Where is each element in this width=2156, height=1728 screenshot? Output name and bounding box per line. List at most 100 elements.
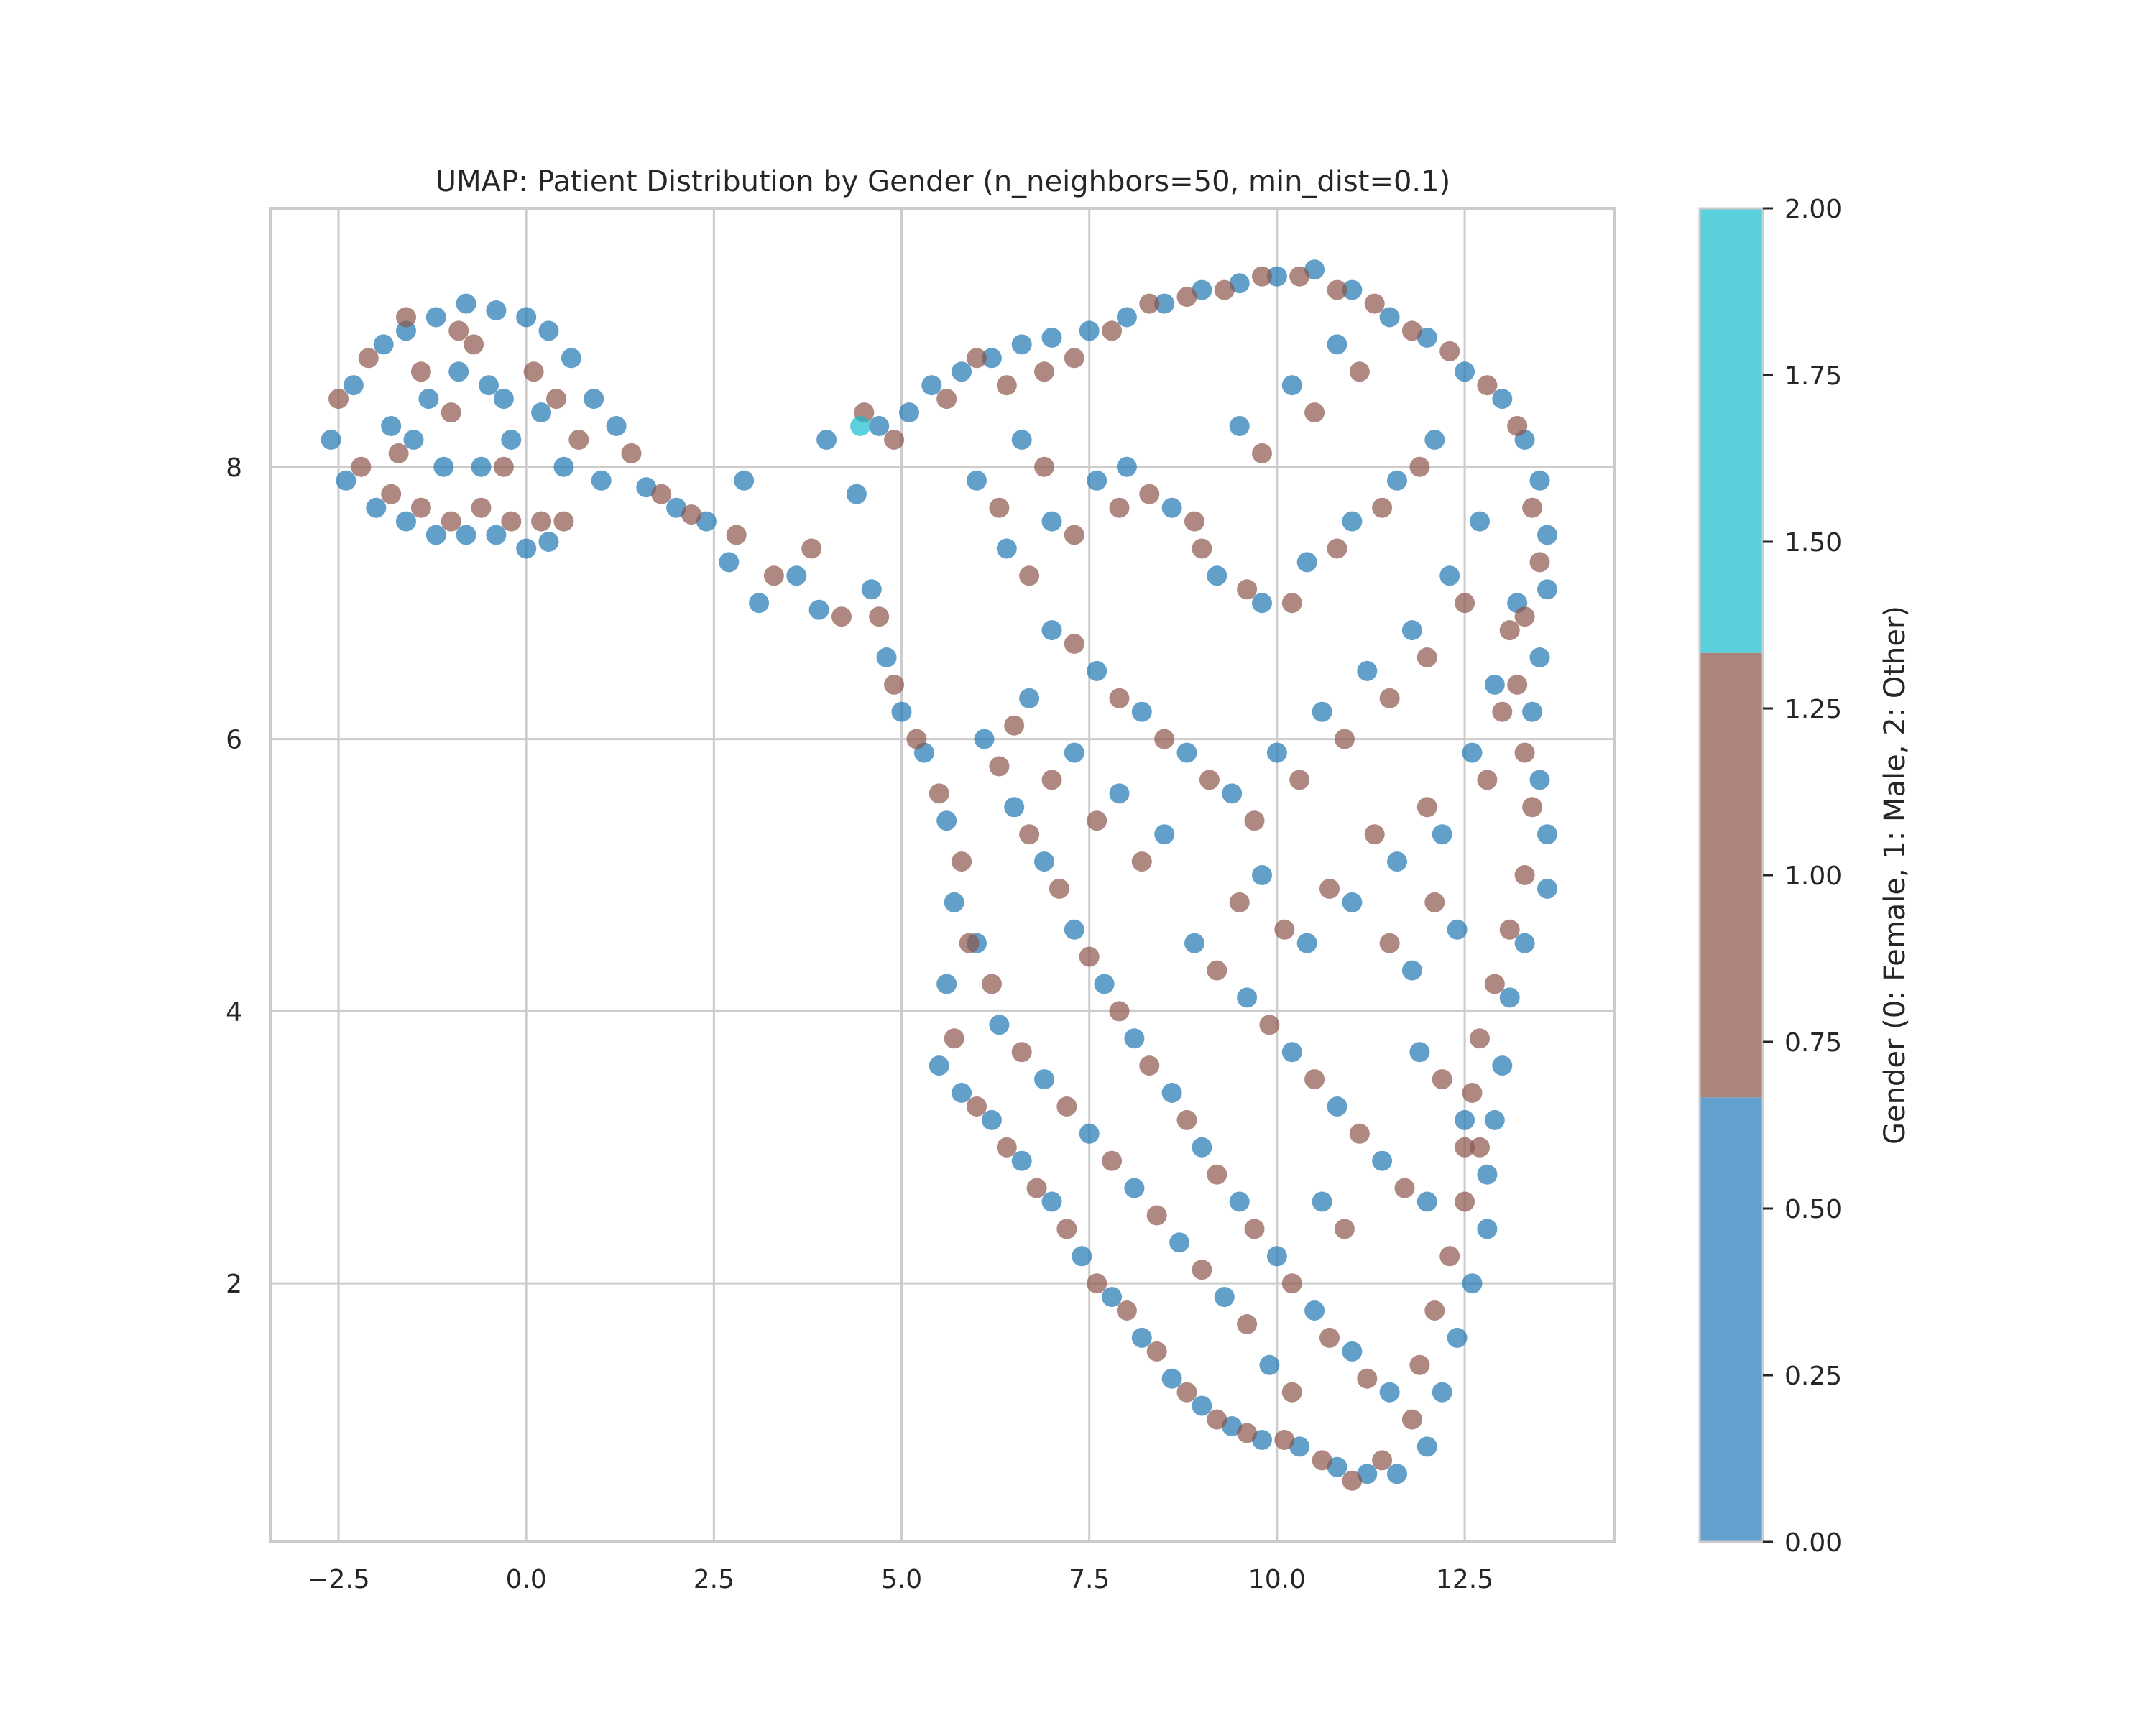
data-point-gender-0: [1357, 1464, 1378, 1484]
data-point-gender-0: [1529, 470, 1550, 491]
data-point-gender-1: [989, 756, 1010, 777]
data-point-gender-0: [1387, 851, 1407, 872]
data-point-gender-0: [1011, 430, 1032, 450]
data-point-gender-0: [493, 389, 514, 410]
data-point-gender-0: [666, 497, 687, 518]
data-point-gender-0: [1004, 797, 1025, 818]
data-point-gender-0: [974, 729, 995, 749]
data-point-gender-1: [1274, 1430, 1295, 1450]
colorbar-tick-label: 1.25: [1784, 695, 1842, 724]
data-point-gender-1: [1146, 1205, 1167, 1226]
data-point-gender-1: [1064, 525, 1084, 545]
data-point-gender-0: [561, 348, 581, 369]
data-point-gender-1: [726, 525, 747, 545]
data-point-gender-1: [1034, 361, 1054, 382]
data-point-gender-1: [1499, 919, 1520, 940]
data-point-gender-0: [1416, 1436, 1437, 1457]
data-point-gender-0: [1131, 1327, 1152, 1348]
data-point-gender-1: [1514, 865, 1535, 885]
scatter-points: [321, 259, 1557, 1491]
data-point-gender-1: [1514, 606, 1535, 627]
data-point-gender-0: [516, 538, 537, 559]
data-point-gender-1: [981, 974, 1002, 994]
data-point-gender-0: [929, 1055, 949, 1076]
data-point-gender-0: [1222, 783, 1243, 804]
data-point-gender-0: [1079, 1123, 1100, 1144]
data-point-gender-0: [1266, 742, 1287, 763]
data-point-gender-0: [891, 701, 912, 722]
data-point-gender-1: [1184, 511, 1204, 532]
data-point-gender-1: [831, 606, 852, 627]
data-point-gender-1: [1026, 1178, 1047, 1198]
data-point-gender-0: [1372, 1150, 1393, 1171]
data-point-gender-1: [1432, 1069, 1452, 1090]
colorbar-label: Gender (0: Female, 1: Male, 2: Other): [1879, 606, 1912, 1145]
data-point-gender-0: [1161, 1083, 1182, 1103]
data-point-gender-1: [884, 674, 905, 695]
data-point-gender-1: [1379, 933, 1400, 953]
colorbar-tick-label: 0.75: [1784, 1028, 1842, 1058]
data-point-gender-0: [516, 307, 537, 328]
data-point-gender-1: [1109, 688, 1130, 708]
data-point-gender-1: [1349, 361, 1370, 382]
data-point-gender-0: [989, 1015, 1010, 1035]
data-point-gender-1: [1131, 851, 1152, 872]
data-point-gender-1: [1349, 1123, 1370, 1144]
data-point-gender-1: [1409, 1354, 1430, 1375]
data-point-gender-1: [1455, 1137, 1475, 1158]
colorbar-tick-label: 1.50: [1784, 528, 1842, 558]
data-point-gender-1: [1019, 824, 1040, 845]
data-point-gender-1: [884, 430, 905, 450]
data-point-gender-1: [1176, 1109, 1197, 1130]
data-point-gender-1: [1244, 1219, 1265, 1239]
plot-frame: [270, 207, 1616, 1543]
data-point-gender-1: [351, 456, 372, 477]
data-point-gender-0: [456, 525, 476, 545]
data-point-gender-0: [425, 307, 446, 328]
data-point-gender-1: [1409, 456, 1430, 477]
data-point-gender-0: [1522, 701, 1543, 722]
colorbar-tick-labels: 0.00 0.25 0.50 0.75 1.00 1.25 1.50 1.75 2.00: [1763, 195, 1842, 1558]
data-point-gender-0: [921, 375, 942, 396]
data-point-gender-0: [899, 402, 919, 423]
colorbar-tick-label: 1.75: [1784, 361, 1842, 391]
data-point-gender-0: [486, 300, 507, 320]
data-point-gender-0: [734, 470, 755, 491]
data-point-gender-1: [1529, 552, 1550, 573]
data-point-gender-1: [1439, 341, 1460, 361]
data-point-gender-0: [981, 1109, 1002, 1130]
data-point-gender-1: [1477, 375, 1498, 396]
data-point-gender-1: [929, 783, 949, 804]
data-point-gender-1: [1304, 1069, 1325, 1090]
data-point-gender-0: [1041, 327, 1062, 348]
data-point-gender-0: [967, 470, 987, 491]
data-point-gender-1: [1274, 919, 1295, 940]
data-point-gender-0: [1537, 525, 1557, 545]
data-point-gender-0: [1327, 334, 1348, 355]
data-point-gender-0: [696, 511, 717, 532]
data-point-gender-1: [869, 606, 890, 627]
data-point-gender-0: [1492, 389, 1513, 410]
data-point-gender-0: [1342, 279, 1363, 300]
y-tick-label: 6: [226, 726, 242, 755]
chart-title: UMAP: Patient Distribution by Gender (n_…: [436, 165, 1450, 198]
data-point-gender-0: [1019, 688, 1040, 708]
data-point-gender-1: [1281, 1273, 1302, 1294]
data-point-gender-1: [568, 430, 589, 450]
data-point-gender-0: [1064, 742, 1084, 763]
data-point-gender-0: [1289, 1436, 1310, 1457]
data-point-gender-0: [471, 456, 492, 477]
data-point-gender-1: [1327, 279, 1348, 300]
data-point-gender-0: [1492, 1055, 1513, 1076]
data-point-gender-1: [1064, 348, 1084, 369]
data-point-gender-1: [1079, 946, 1100, 967]
data-point-gender-0: [418, 389, 439, 410]
data-point-gender-0: [1379, 1382, 1400, 1403]
data-point-gender-0: [1499, 987, 1520, 1008]
data-point-gender-1: [1304, 402, 1325, 423]
data-point-gender-0: [1266, 1246, 1287, 1267]
data-point-gender-0: [1094, 974, 1115, 994]
data-point-gender-0: [1214, 1287, 1235, 1308]
colorbar-tick-label: 1.00: [1784, 861, 1842, 891]
data-point-gender-1: [1334, 729, 1355, 749]
